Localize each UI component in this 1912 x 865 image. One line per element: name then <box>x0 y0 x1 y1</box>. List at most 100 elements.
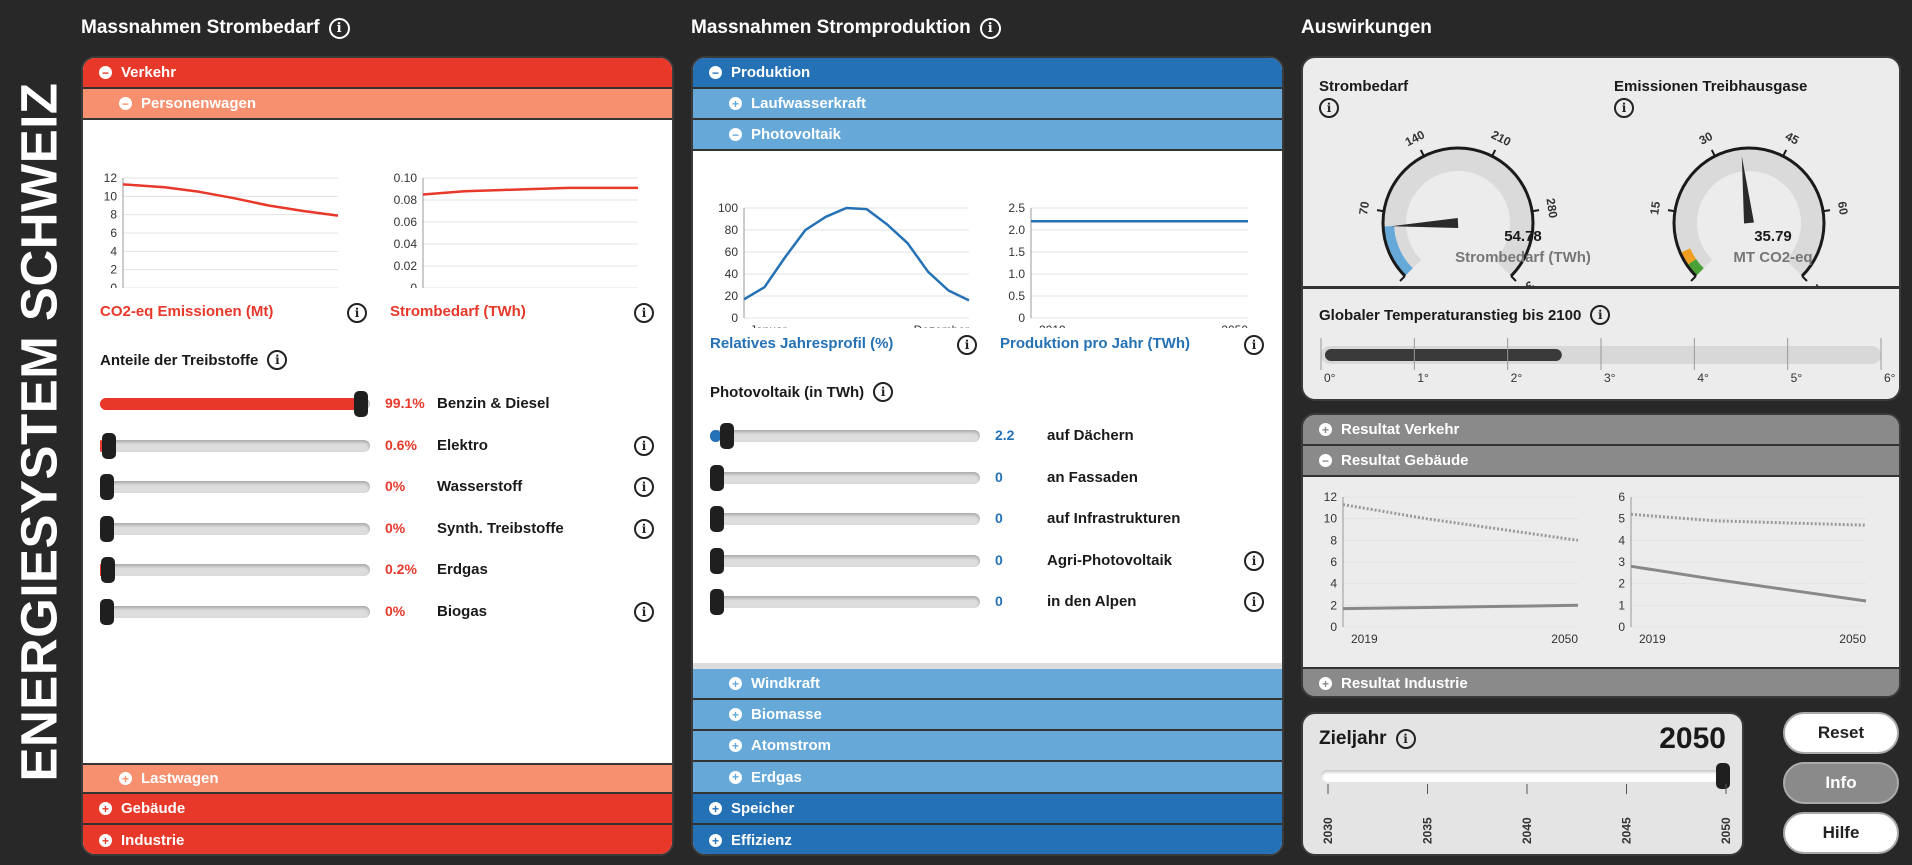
x-tick-label: Januar <box>750 323 787 328</box>
strombedarf-panel: −Verkehr −Personenwagen 0246810122019205… <box>81 56 674 856</box>
y-tick-label: 12 <box>1324 490 1338 504</box>
slider[interactable] <box>100 598 370 625</box>
accordion-lastwagen[interactable]: + Lastwagen <box>83 763 672 794</box>
accordion-windkraft[interactable]: + Windkraft <box>693 669 1282 700</box>
y-tick-label: 1.0 <box>1008 267 1025 281</box>
zieljahr-label: Zieljahr i <box>1319 728 1416 750</box>
info-icon[interactable]: i <box>1319 98 1339 118</box>
slider[interactable] <box>100 432 370 459</box>
gauge-tick <box>1491 149 1497 157</box>
slider[interactable] <box>100 515 370 542</box>
gauge1-value: 54.78 <box>1504 228 1542 245</box>
profil-chart-label: Relatives Jahresprofil (%) <box>710 335 894 352</box>
slider-label: Wasserstoff <box>437 478 523 495</box>
info-icon[interactable]: i <box>1244 592 1264 612</box>
info-icon[interactable]: i <box>957 335 977 355</box>
y-tick-label: 0.08 <box>394 193 418 207</box>
info-icon[interactable]: i <box>1590 305 1611 325</box>
year-tick-label: 2045 <box>1620 817 1634 844</box>
accordion-effizienz[interactable]: + Effizienz <box>693 825 1282 854</box>
reset-button[interactable]: Reset <box>1783 712 1899 754</box>
plus-icon: + <box>729 708 742 721</box>
slider-fill <box>710 430 721 442</box>
series-line <box>1630 564 1867 603</box>
info-icon[interactable]: i <box>634 518 654 539</box>
y-tick-label: 10 <box>1324 512 1338 526</box>
slider-thumb[interactable] <box>710 589 724 615</box>
slider-thumb[interactable] <box>100 557 115 583</box>
slider-thumb[interactable] <box>101 432 116 459</box>
y-tick-label: 2.5 <box>1008 201 1025 215</box>
slider[interactable] <box>710 423 980 449</box>
slider[interactable] <box>710 506 980 532</box>
emissionen-gauge: 01530456075 <box>1647 129 1851 288</box>
accordion-biomasse[interactable]: + Biomasse <box>693 700 1282 731</box>
y-tick-label: 8 <box>110 208 117 222</box>
slider-thumb[interactable] <box>720 423 735 449</box>
accordion-industrie[interactable]: + Industrie <box>83 825 672 854</box>
accordion-speicher[interactable]: + Speicher <box>693 794 1282 825</box>
info-icon[interactable]: i <box>634 435 654 456</box>
accordion-laufwasserkraft[interactable]: + Laufwasserkraft <box>693 89 1282 120</box>
slider-thumb[interactable] <box>353 391 368 417</box>
accordion-produktion[interactable]: − Produktion <box>693 58 1282 89</box>
slider-value: 0.6% <box>385 436 417 453</box>
accordion-resultat-gebaeude[interactable]: − Resultat Gebäude <box>1303 446 1899 477</box>
accordion-verkehr[interactable]: − Verkehr <box>83 58 672 89</box>
slider-thumb[interactable] <box>710 506 724 532</box>
gauge-tick <box>1782 149 1788 157</box>
accordion-photovoltaik[interactable]: − Photovoltaik <box>693 120 1282 151</box>
slider-thumb[interactable] <box>100 515 114 542</box>
info-icon[interactable]: i <box>873 382 894 402</box>
year-tick-label: 2040 <box>1520 817 1534 844</box>
zieljahr-slider[interactable] <box>1321 763 1730 789</box>
slider[interactable] <box>710 547 980 574</box>
slider-label: Agri-Photovoltaik <box>1047 551 1173 569</box>
info-icon[interactable]: i <box>1614 98 1634 118</box>
slider-value: 0 <box>995 551 1003 568</box>
slider-thumb[interactable] <box>710 547 724 574</box>
info-icon[interactable]: i <box>979 17 1001 39</box>
gauge-tick-label: 30 <box>1697 129 1716 148</box>
slider[interactable] <box>100 474 370 500</box>
slider-thumb[interactable] <box>100 598 114 625</box>
col3-title: Auswirkungen <box>1301 17 1432 38</box>
plus-icon: + <box>729 677 742 690</box>
slider[interactable] <box>100 391 370 417</box>
accordion-erdgas[interactable]: + Erdgas <box>693 762 1282 794</box>
y-tick-label: 6 <box>110 226 117 240</box>
gauge-band <box>1384 225 1413 276</box>
slider-label: auf Dächern <box>1047 427 1134 444</box>
photovoltaik-charts: 0 20 40 60 80 100 Januar Dezember 0 0.5 1.0 1.5 2.0 2… <box>718 201 1248 328</box>
zieljahr-ticks: 2030 2035 2040 2045 2050 <box>1321 784 1733 844</box>
accordion-gebaeude[interactable]: + Gebäude <box>83 794 672 825</box>
info-icon[interactable]: i <box>1395 729 1416 749</box>
info-icon[interactable]: i <box>634 601 654 622</box>
zieljahr-slider-thumb[interactable] <box>1716 763 1730 789</box>
info-icon[interactable]: i <box>267 350 288 370</box>
info-button[interactable]: Info <box>1783 762 1899 804</box>
y-tick-label: 0 <box>410 281 417 288</box>
gauges: 070140210280350 01530456075 <box>1356 127 1851 288</box>
slider-label: Synth. Treibstoffe <box>437 519 564 537</box>
accordion-resultat-verkehr[interactable]: + Resultat Verkehr <box>1303 415 1899 446</box>
info-icon[interactable]: i <box>347 303 367 323</box>
info-icon[interactable]: i <box>328 17 350 39</box>
slider-thumb[interactable] <box>710 464 724 491</box>
brand-title: ENERGIESYSTEM SCHWEIZ <box>10 82 68 782</box>
hilfe-button[interactable]: Hilfe <box>1783 812 1899 854</box>
info-icon[interactable]: i <box>1244 335 1264 355</box>
y-tick-label: 0 <box>1018 311 1025 325</box>
info-icon[interactable]: i <box>634 477 654 497</box>
minus-icon: − <box>119 97 132 110</box>
info-icon[interactable]: i <box>634 303 654 323</box>
accordion-resultat-industrie[interactable]: + Resultat Industrie <box>1303 667 1899 696</box>
accordion-personenwagen[interactable]: − Personenwagen <box>83 89 672 120</box>
slider-thumb[interactable] <box>100 474 114 500</box>
slider[interactable] <box>100 557 370 583</box>
slider[interactable] <box>710 464 980 491</box>
info-icon[interactable]: i <box>1244 550 1264 571</box>
slider[interactable] <box>710 589 980 615</box>
plus-icon: + <box>1319 677 1332 690</box>
accordion-atomstrom[interactable]: + Atomstrom <box>693 731 1282 762</box>
